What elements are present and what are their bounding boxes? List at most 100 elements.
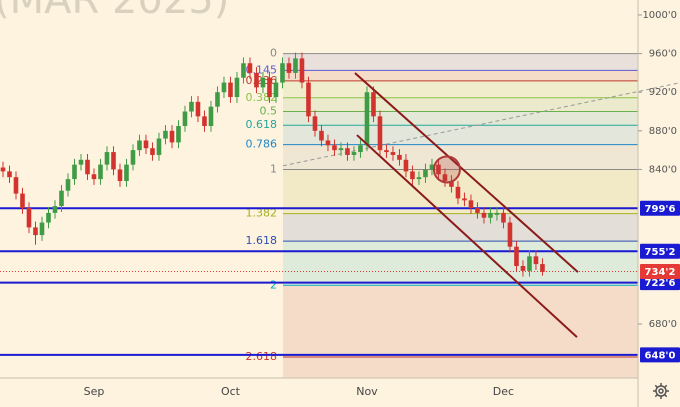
candle-body [59,190,64,207]
candle-body [150,148,155,155]
trend-line [282,82,680,167]
candle-body [520,266,526,271]
candle-body [20,193,25,209]
settings-icon[interactable] [653,383,669,399]
candle-body [442,174,448,182]
candle-body [72,164,77,180]
candle-body [247,63,253,73]
fib-band [282,169,638,214]
candle-body [202,116,207,126]
fib-label: 2 [270,278,277,291]
fib-band [282,53,638,71]
y-tick-label: 1000'0 [642,10,677,21]
candle-body [312,116,318,131]
trend-line [356,134,578,338]
candle-body [410,171,415,180]
candle-body [481,212,487,218]
candle-body [26,208,32,228]
candle-body [117,169,123,182]
fib-label: 0.5 [259,105,277,118]
fib-band [282,80,638,98]
candle-body [39,222,45,236]
price-label: 648'0 [645,350,676,361]
axis-area: 1000'0 960'0 920'0 880'0 840'0 680'0 799'6 755'… [84,10,680,398]
y-tick-label: 680'0 [649,319,677,330]
x-tick-label: Nov [356,385,378,398]
candle-body [124,164,129,182]
candle-body [540,264,545,272]
candle-body [449,181,454,187]
y-tick-label: 960'0 [649,49,677,60]
candle-body [52,206,58,213]
candle-body [488,212,493,218]
candle-body [143,140,149,149]
plot-area: 00.1450.2360.3820.50.6180.78611.3821.618… [0,47,680,378]
candle-body [299,58,305,83]
candle-body [468,200,474,209]
candle-body [462,198,467,201]
fib-band [282,125,638,145]
candle-body [228,82,233,98]
fib-label: 0.618 [245,118,277,131]
candle-body [423,169,428,178]
candle-body [182,111,188,126]
candle-body [475,208,480,213]
candle-body [189,101,194,112]
candle-body [345,148,350,155]
candle-body [377,116,383,151]
candle-body [436,164,441,175]
candle-body [176,126,181,143]
candle-body [371,92,376,117]
fib-label: 1.618 [245,234,277,247]
fib-band [282,111,638,126]
candle-body [384,150,389,153]
y-tick-label: 840'0 [649,164,677,175]
candle-body [13,177,19,194]
candle-body [163,130,168,139]
candle-body [273,82,279,98]
fib-band [282,70,638,81]
candle-body [65,179,71,191]
candle-body [221,82,227,93]
candle-body [416,177,422,180]
price-label: 799'6 [645,204,676,215]
price-label-box [640,347,680,363]
candle-body [364,92,370,146]
price-label-box [640,243,680,259]
x-tick-label: Dec [493,385,514,398]
candle-body [7,171,12,178]
candle-body [130,150,136,165]
candle-body [338,148,344,151]
x-tick-label: Oct [221,385,241,398]
candle-body [306,82,311,117]
candle-body [358,145,363,153]
candle-body [111,152,116,170]
candle-body [33,227,38,236]
candle-body [137,140,142,151]
fib-label: 0 [270,47,277,60]
candle-body [208,106,214,126]
candle-body [234,77,240,98]
candle-body [527,256,532,271]
candle-body [78,159,84,165]
fib-band [282,241,638,286]
candle-body [286,63,292,73]
candle-body [325,140,331,146]
candle-body [514,246,519,266]
last-price-label-box [640,264,680,280]
candle-body [195,101,201,117]
candle-body [46,212,51,223]
candle-body [501,212,506,223]
candle-body [104,152,110,165]
trend-line [354,72,579,273]
fib-label: 0.786 [245,138,277,151]
candle-body [390,152,396,155]
candle-body [156,138,162,155]
highlight-circle [432,155,461,184]
fib-label: 2.618 [245,350,277,363]
candle-body [429,164,435,170]
candle-body [403,159,409,172]
candle-body [397,154,402,160]
